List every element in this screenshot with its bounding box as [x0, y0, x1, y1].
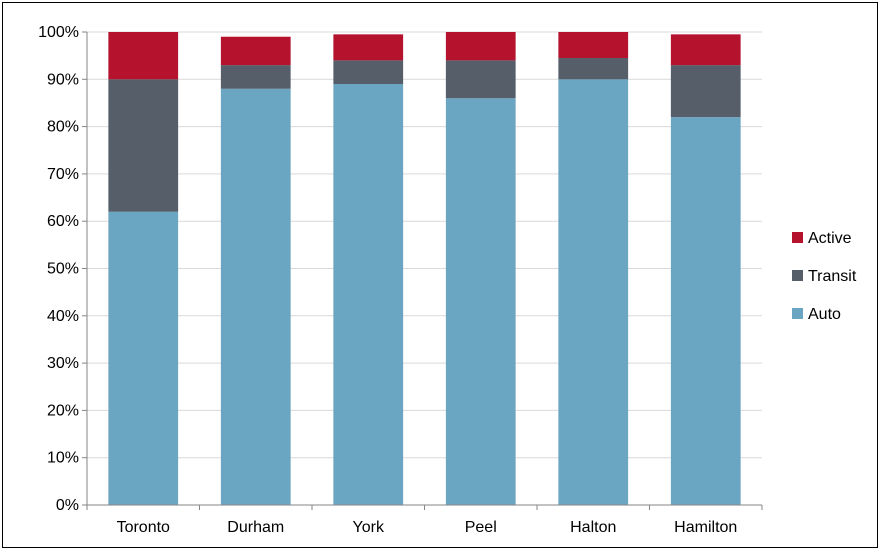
x-tick-label-york: York	[353, 519, 385, 536]
y-tick-label: 70%	[47, 166, 79, 183]
y-tick-label: 40%	[47, 308, 79, 325]
bar-halton-auto	[558, 79, 629, 506]
bar-hamilton-active	[670, 34, 741, 66]
bar-york-transit	[333, 60, 404, 85]
x-tick-label-toronto: Toronto	[117, 519, 170, 536]
y-tick-label: 10%	[47, 450, 79, 467]
y-tick-label: 0%	[56, 497, 79, 514]
x-tick-label-peel: Peel	[465, 519, 497, 536]
legend: Active Transit Auto	[792, 230, 857, 323]
bar-peel-transit	[445, 60, 516, 99]
y-tick-label: 90%	[47, 71, 79, 88]
bar-halton-transit	[558, 58, 629, 80]
y-tick-label: 60%	[47, 213, 79, 230]
axes	[82, 31, 763, 510]
legend-swatch-active	[792, 232, 803, 243]
legend-label-transit: Transit	[808, 268, 857, 285]
gridlines	[87, 31, 762, 459]
bar-hamilton-transit	[670, 65, 741, 118]
y-tick-label: 20%	[47, 402, 79, 419]
bar-toronto-active	[108, 32, 179, 80]
bar-york-auto	[333, 84, 404, 505]
legend-label-auto: Auto	[808, 306, 841, 323]
bar-toronto-transit	[108, 79, 179, 212]
x-tick-label-halton: Halton	[570, 519, 616, 536]
y-tick-label: 80%	[47, 119, 79, 136]
legend-swatch-transit	[792, 270, 803, 281]
x-tick-label-hamilton: Hamilton	[674, 519, 737, 536]
bar-hamilton-auto	[670, 117, 741, 505]
bar-toronto-auto	[108, 211, 179, 506]
bar-durham-active	[220, 36, 291, 66]
bar-halton-active	[558, 32, 629, 59]
bar-durham-auto	[220, 88, 291, 505]
y-tick-label: 100%	[38, 24, 79, 41]
legend-swatch-auto	[792, 308, 803, 319]
bar-durham-transit	[220, 65, 291, 89]
bar-york-active	[333, 34, 404, 61]
bars	[108, 32, 741, 506]
legend-label-active: Active	[808, 230, 852, 247]
bar-peel-active	[445, 32, 516, 61]
stacked-bar-chart: 0% 10% 20% 30% 40% 50% 60% 70% 80% 90% 100% Toront…	[38, 24, 857, 536]
bar-peel-auto	[445, 98, 516, 505]
x-tick-label-durham: Durham	[227, 519, 284, 536]
x-tick-labels: Toronto Durham York Peel Halton Hamilton	[117, 519, 738, 536]
y-tick-label: 50%	[47, 261, 79, 278]
y-tick-labels: 0% 10% 20% 30% 40% 50% 60% 70% 80% 90% 100%	[38, 24, 79, 514]
y-tick-label: 30%	[47, 355, 79, 372]
